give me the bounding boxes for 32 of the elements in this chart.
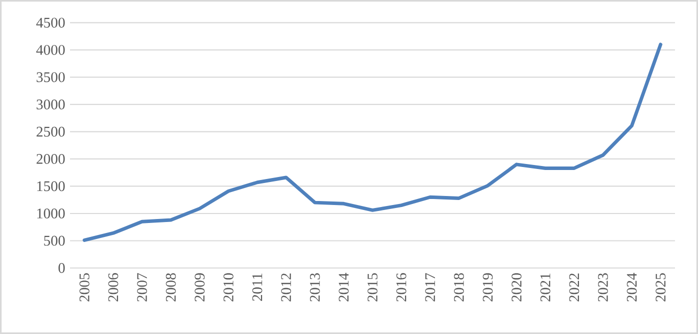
x-tick-label: 2024	[626, 272, 637, 302]
y-tick-label: 2500	[36, 126, 65, 137]
y-tick-label: 3000	[36, 100, 65, 110]
y-tick-label: 4000	[36, 44, 65, 55]
x-tick-label: 2005	[79, 273, 90, 302]
line-series	[82, 42, 662, 242]
y-tick-label: 0	[58, 263, 65, 273]
x-tick-label: 2020	[512, 273, 522, 302]
x-tick-label: 2006	[108, 273, 118, 302]
x-tick-label: 2010	[224, 273, 234, 302]
x-tick-label: 2008	[166, 273, 176, 302]
x-tick-label: 2025	[656, 273, 666, 302]
x-tick-label: 2011	[252, 274, 262, 301]
x-tick-label: 2012	[281, 274, 292, 302]
x-tick-label: 2022	[569, 274, 580, 302]
y-tick-label: 500	[44, 236, 65, 246]
x-tick-label: 2017	[425, 273, 436, 302]
y-tick-label: 3500	[36, 72, 65, 82]
y-tick-label: 1000	[37, 208, 65, 218]
x-tick-label: 2019	[482, 273, 493, 302]
y-tick-label: 4500	[36, 18, 65, 28]
x-tick-label: 2023	[598, 273, 608, 302]
x-tick-label: 2018	[454, 273, 464, 302]
y-tick-label: 2000	[36, 154, 65, 164]
x-tick-label: 2013	[310, 273, 320, 302]
x-tick-label: 2021	[540, 274, 550, 302]
x-tick-label: 2016	[396, 273, 406, 302]
y-tick-label: 1500	[37, 181, 65, 192]
x-tick-label: 2014	[338, 272, 349, 302]
x-tick-label: 2007	[137, 273, 147, 302]
x-tick-label: 2009	[194, 273, 205, 302]
x-tick-label: 2015	[368, 273, 378, 302]
